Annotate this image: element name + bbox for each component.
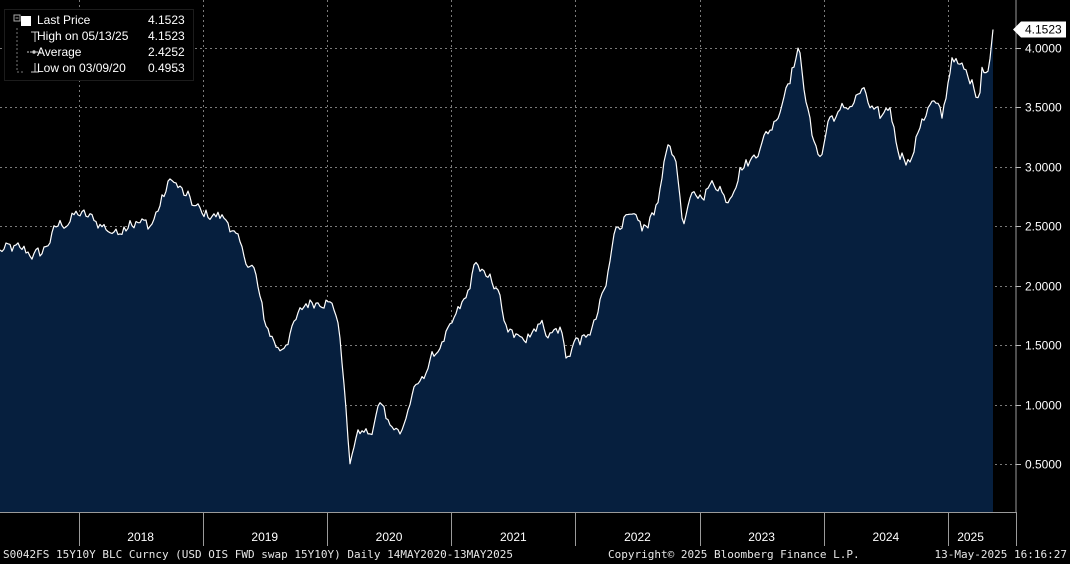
last-price-swatch-icon bbox=[21, 16, 31, 26]
legend-value: 2.4252 bbox=[148, 45, 185, 59]
x-tick-label: 2019 bbox=[251, 530, 278, 544]
x-tick-label: 2021 bbox=[500, 530, 527, 544]
low-marker-icon bbox=[11, 60, 39, 76]
price-area bbox=[0, 29, 993, 512]
y-tick-label: 4.0000 bbox=[1025, 42, 1062, 56]
legend-label: Last Price bbox=[37, 13, 91, 27]
y-tick-label: 3.0000 bbox=[1025, 161, 1062, 175]
y-tick-label: 2.0000 bbox=[1025, 280, 1062, 294]
x-tick-label: 2023 bbox=[748, 530, 775, 544]
current-value-label: 4.1523 bbox=[1025, 22, 1062, 36]
y-tick-label: 2.5000 bbox=[1025, 220, 1062, 234]
x-axis: 2018 2019 2020 2021 2022 2023 2024 2025 bbox=[0, 512, 1017, 546]
legend-label: Average bbox=[37, 45, 82, 59]
footer-timestamp: 13-May-2025 16:16:27 bbox=[934, 548, 1067, 561]
y-tick-label: 1.0000 bbox=[1025, 399, 1062, 413]
x-tick-label: 2024 bbox=[873, 530, 900, 544]
current-value-marker: 4.1523 bbox=[1013, 21, 1066, 38]
y-axis: 0.5000 1.0000 1.5000 2.0000 2.5000 3.0000 3.50… bbox=[1015, 0, 1062, 512]
footer: S0042FS 15Y10Y BLC Curncy (USD OIS FWD s… bbox=[0, 546, 1070, 564]
legend-value: 4.1523 bbox=[148, 13, 185, 27]
legend-last-price: Last Price 4.1523 bbox=[5, 12, 195, 28]
average-marker-icon bbox=[11, 44, 41, 60]
legend-label: High on 05/13/25 bbox=[37, 29, 129, 43]
y-tick-label: 0.5000 bbox=[1025, 458, 1062, 472]
legend-collapse-icon[interactable] bbox=[11, 12, 25, 28]
price-line bbox=[0, 29, 994, 465]
y-tick-label: 1.5000 bbox=[1025, 339, 1062, 353]
legend-low: Low on 03/09/20 0.4953 bbox=[5, 60, 195, 76]
legend-value: 4.1523 bbox=[148, 29, 185, 43]
legend-value: 0.4953 bbox=[148, 61, 185, 75]
y-tick-label: 3.5000 bbox=[1025, 101, 1062, 115]
legend-high: High on 05/13/25 4.1523 bbox=[5, 28, 195, 44]
x-axis-band bbox=[0, 512, 1016, 546]
legend: Last Price 4.1523 High on 05/13/25 4.152… bbox=[4, 9, 194, 81]
x-tick-label: 2018 bbox=[127, 530, 154, 544]
legend-average: Average 2.4252 bbox=[5, 44, 195, 60]
high-marker-icon bbox=[11, 28, 39, 44]
x-tick-label: 2022 bbox=[624, 530, 651, 544]
legend-label: Low on 03/09/20 bbox=[37, 61, 126, 75]
x-tick-label: 2025 bbox=[957, 530, 984, 544]
current-value-flag bbox=[1013, 21, 1066, 38]
footer-ticker: S0042FS 15Y10Y BLC Curncy (USD OIS FWD s… bbox=[3, 548, 513, 561]
x-tick-label: 2020 bbox=[376, 530, 403, 544]
footer-copyright: Copyright© 2025 Bloomberg Finance L.P. bbox=[608, 548, 860, 561]
